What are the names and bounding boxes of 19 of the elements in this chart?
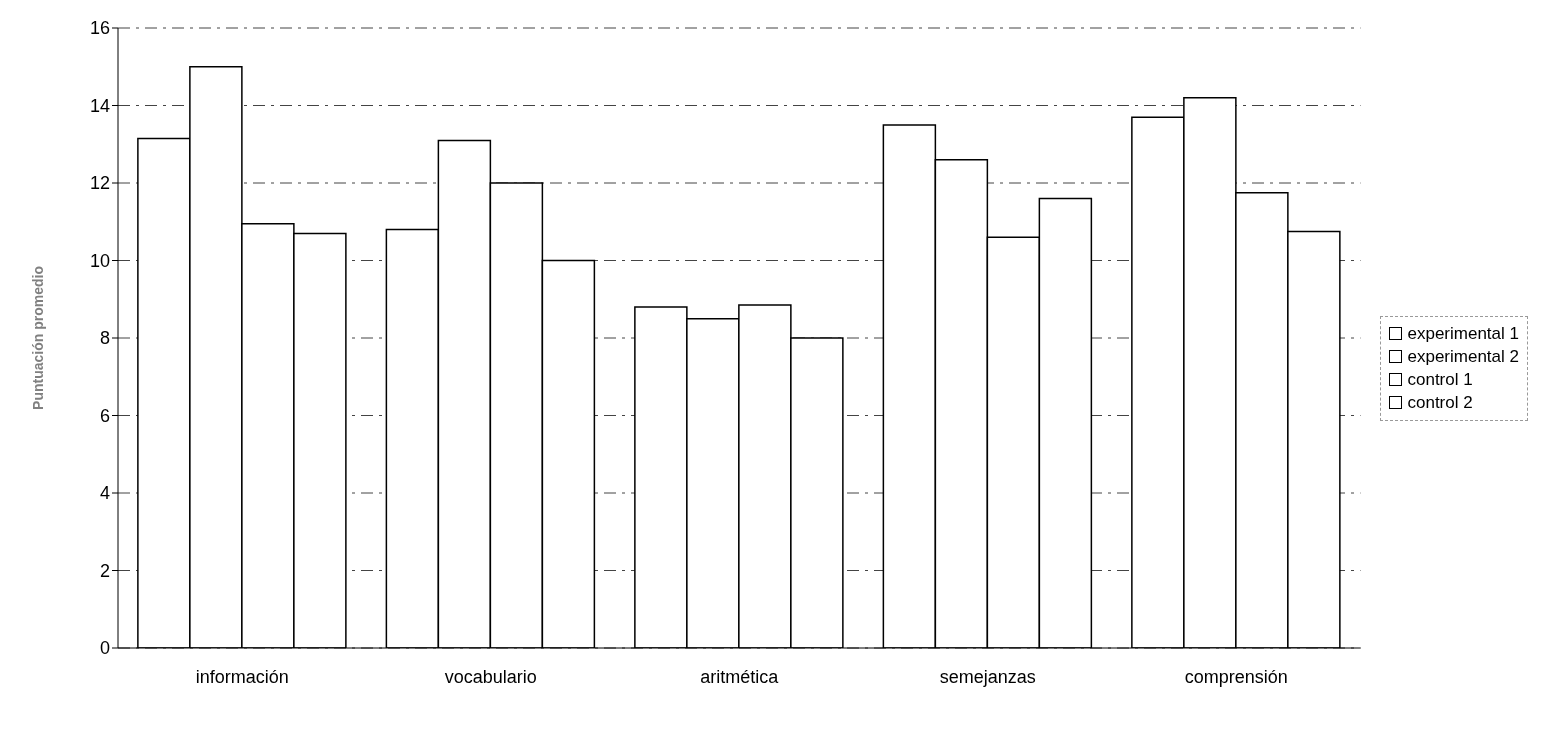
legend-label: experimental 1 — [1407, 323, 1519, 344]
x-tick-label: aritmética — [700, 666, 780, 687]
x-tick-label: semejanzas — [939, 666, 1036, 687]
x-tick-label: comprensión — [1184, 666, 1288, 687]
y-tick-label: 6 — [99, 405, 110, 426]
y-tick-label: 14 — [89, 95, 110, 116]
legend-label: control 2 — [1407, 392, 1473, 413]
y-tick-label: 4 — [99, 483, 110, 504]
y-tick-label: 12 — [89, 173, 110, 194]
y-tick-label: 16 — [89, 18, 110, 39]
y-axis-title: Puntuación promedio — [29, 266, 46, 410]
y-tick-label: 10 — [89, 250, 110, 271]
legend-label: control 1 — [1407, 369, 1473, 390]
legend-label: experimental 2 — [1407, 346, 1519, 367]
y-tick-label: 8 — [99, 328, 110, 349]
y-tick-label: 2 — [99, 560, 110, 581]
x-tick-label: vocabulario — [444, 666, 537, 687]
x-tick-label: información — [195, 666, 289, 687]
y-tick-label: 0 — [99, 638, 110, 659]
